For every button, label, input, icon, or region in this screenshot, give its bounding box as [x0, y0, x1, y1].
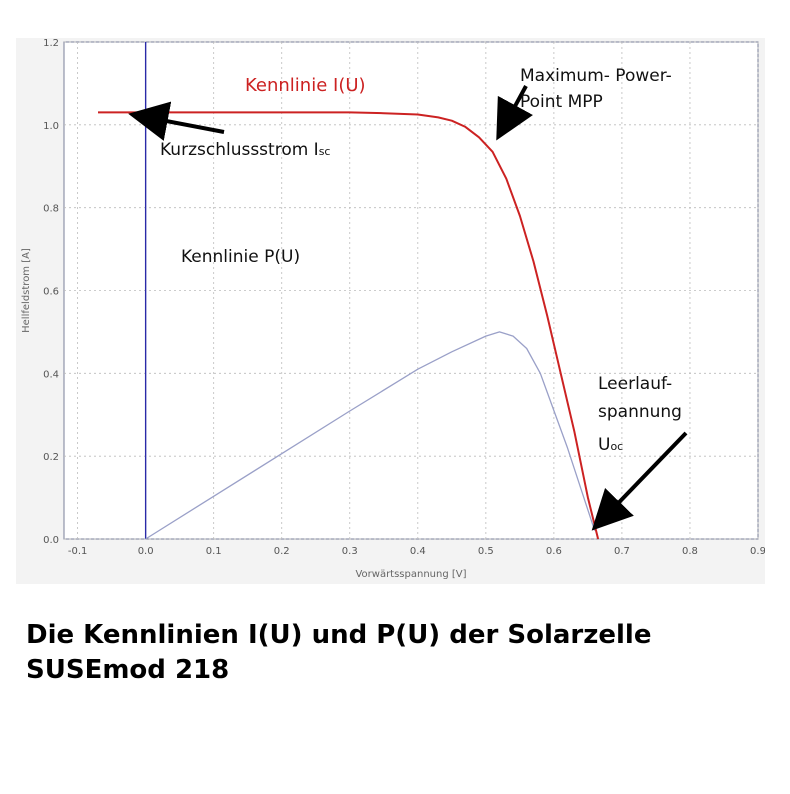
- y-tick-label: 0.4: [43, 369, 59, 380]
- figure-caption: Die Kennlinien I(U) und P(U) der Solarze…: [26, 618, 766, 688]
- mpp-arrow: [496, 85, 533, 141]
- series-line-pu: [145, 331, 596, 540]
- y-tick-label: 0.0: [43, 535, 59, 546]
- x-tick-label: -0.1: [68, 546, 88, 557]
- annotation-iu-label: Kennlinie I(U): [245, 75, 366, 96]
- uoc-arrow: [591, 431, 688, 531]
- x-tick-label: 0.9: [750, 546, 765, 557]
- annotation-uoc-sub: oc: [610, 440, 623, 453]
- arrow-lines: [128, 85, 688, 531]
- y-axis-label: Hellfeldstrom [A]: [21, 248, 32, 333]
- x-tick-label: 0.8: [682, 546, 698, 557]
- plot-panel: -0.1 0.0 0.1 0.2 0.3 0.4 0.5 0.6 0.7 0.8 0.9 0.0 0.…: [16, 38, 765, 584]
- x-tick-label: 0.1: [206, 546, 222, 557]
- y-tick-label: 0.2: [43, 452, 59, 463]
- annotation-pu-label: Kennlinie P(U): [181, 247, 300, 267]
- x-tick-label: 0.0: [138, 546, 154, 557]
- annotation-isc: Kurzschlussstrom Isc: [160, 140, 330, 160]
- annotation-uoc-line1: Leerlauf-: [598, 374, 672, 394]
- x-tick-label: 0.5: [478, 546, 494, 557]
- series-line-iu: [98, 111, 600, 540]
- y-tick-label: 1.2: [43, 38, 59, 49]
- y-tick-label: 0.6: [43, 287, 59, 298]
- annotation-isc-text: Kurzschlussstrom I: [160, 140, 319, 160]
- x-tick-label: 0.4: [410, 546, 426, 557]
- annotation-uoc-text: U: [598, 435, 610, 455]
- annotation-uoc-line3: Uoc: [598, 435, 623, 455]
- isc-arrow: [128, 101, 225, 141]
- y-tick-label: 1.0: [43, 121, 59, 132]
- series-lines: [98, 111, 600, 540]
- caption-line-1: Die Kennlinien I(U) und P(U) der Solarze…: [26, 620, 652, 650]
- x-tick-label: 0.7: [614, 546, 630, 557]
- x-axis-label: Vorwärtsspannung [V]: [355, 569, 466, 580]
- x-tick-labels: -0.1 0.0 0.1 0.2 0.3 0.4 0.5 0.6 0.7 0.8 0.9: [68, 546, 765, 557]
- x-tick-label: 0.6: [546, 546, 562, 557]
- y-tick-labels: 0.0 0.2 0.4 0.6 0.8 1.0 1.2: [43, 38, 59, 546]
- x-tick-label: 0.3: [342, 546, 358, 557]
- iu-pu-chart: -0.1 0.0 0.1 0.2 0.3 0.4 0.5 0.6 0.7 0.8 0.9 0.00.…: [21, 38, 765, 580]
- annotation-isc-sub: sc: [319, 145, 331, 158]
- y-tick-label: 0.8: [43, 204, 59, 215]
- annotation-mpp-line1: Maximum- Power-: [520, 66, 672, 86]
- annotation-uoc-line2: spannung: [598, 402, 682, 422]
- caption-line-2: SUSEmod 218: [26, 655, 230, 685]
- annotation-mpp-line2: Point MPP: [520, 92, 603, 112]
- x-tick-label: 0.2: [274, 546, 290, 557]
